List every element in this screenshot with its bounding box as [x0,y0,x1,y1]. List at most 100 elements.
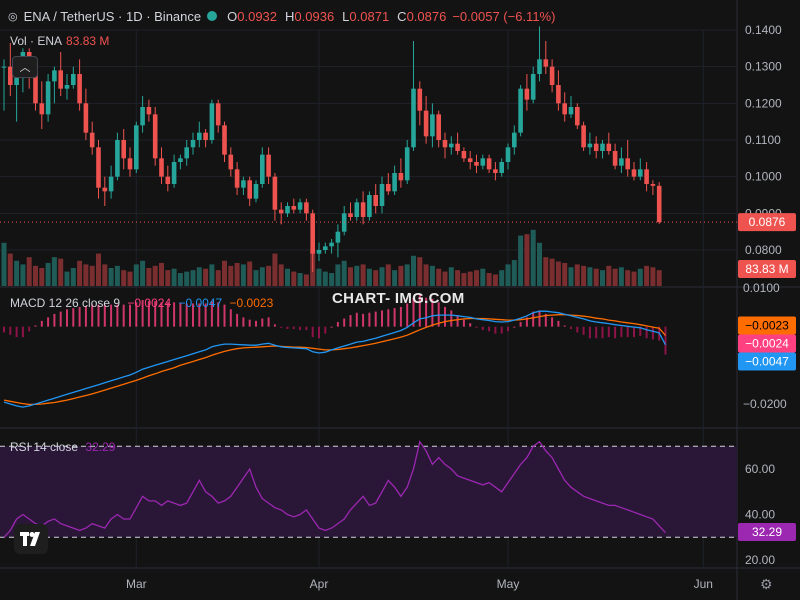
macd-hist-bar [614,326,617,339]
candle-body [367,195,372,217]
macd-hist-bar [318,326,320,339]
volume-bar [581,265,587,286]
macd-hist-bar [21,326,24,338]
candle-body [455,143,460,151]
candle-body [638,169,643,177]
candle-body [379,184,385,206]
macd-hist-bar [3,326,5,333]
rsi-tick-label: 60.00 [745,462,775,476]
candle-body [272,176,278,210]
candle-body [644,169,649,184]
volume-bar [562,262,568,286]
candle-body [562,103,567,115]
macd-hist-bar [595,326,598,339]
macd-signal-value: −0.0023 [229,296,274,310]
macd-hist-bar [576,326,579,333]
volume-bar [436,268,442,286]
macd-hist-bar [292,326,295,329]
candle-body [348,213,353,217]
candle-body [108,176,114,192]
macd-hist-tag-bg [738,334,796,353]
macd-hist-bar [267,317,270,327]
candle-body [39,103,45,115]
volume-bar [429,265,435,286]
volume-bar [70,268,76,286]
candle-body [253,184,259,199]
macd-hist-bar [59,311,62,327]
volume-bar [373,270,379,286]
macd-hist-bar [406,303,409,327]
macd-hist-bar [639,326,642,336]
macd-hist-bar [97,304,100,327]
volume-bar [511,260,517,286]
volume-bar [89,265,95,286]
macd-hist-bar [28,326,31,332]
candle-body [278,209,284,214]
volume-bar [455,270,461,286]
macd-hist-bar [255,320,257,327]
symbol-title[interactable]: ENA / TetherUS · 1D · Binance [23,8,202,24]
volume-bar [404,264,410,286]
candle-body [190,140,196,148]
volume-bar [114,265,120,286]
volume-bar [537,242,542,286]
macd-hist-bar [368,312,371,327]
macd-hist-bar [248,319,251,327]
volume-bar [316,268,322,286]
collapse-button[interactable]: ︿ [12,56,38,78]
tradingview-logo[interactable] [14,524,48,554]
volume-bar [26,257,32,286]
candle-body [354,202,360,217]
volume-bar [266,265,272,286]
candle-body [449,143,454,148]
macd-hist-bar [570,326,572,329]
candle-body [1,66,7,68]
indicator-lines [3,310,667,538]
macd-hist-bar [40,320,43,327]
macd-hist-bar [381,310,383,327]
tradingview-logo-icon [20,532,40,546]
rsi-value: 32.29 [85,440,116,454]
macd-hist-bar [154,301,157,327]
volume-bar [530,229,536,286]
macd-hist-bar [349,315,352,327]
candle-body [291,206,297,210]
macd-line-tag: −0.0047 [745,355,789,369]
volume-bars [1,229,662,286]
high-value: 0.0936 [294,8,335,24]
candle-body [480,158,486,166]
candle-body [556,85,561,104]
candle-body [436,114,441,140]
candle-body [474,162,479,166]
macd-hist-bar [330,326,333,328]
macd-signal-tag-bg [738,316,796,335]
watermark: CHART- IMG.COM [332,290,465,307]
macd-hist-bar [601,326,604,339]
time-tick-label: Mar [126,577,147,591]
macd-hist-bar [135,302,138,327]
candle-body [411,88,416,148]
volume-bar [329,273,335,286]
price-tick-label: 0.1300 [745,60,782,74]
candle-body [404,147,410,181]
volume-bar [127,271,133,286]
macd-hist-bar [551,317,554,327]
candle-body [152,114,158,159]
macd-hist-bar [469,323,472,327]
rsi-label: RSI 14 close [10,440,79,454]
volume-bar [146,268,152,286]
macd-hist-bar [664,326,667,355]
volume-bar [272,253,278,286]
candle-body [178,158,183,162]
volume-bar [442,271,448,286]
price-tick-label: 0.1000 [745,170,782,184]
gear-icon[interactable]: ⚙ [760,576,773,592]
volume-bar [177,273,183,286]
macd-hist-bar [462,319,465,327]
candle-body [587,143,593,148]
macd-hist-bar [393,308,396,327]
symbol-menu-icon[interactable]: ◎ [8,10,18,23]
volume-bar [618,267,624,286]
macd-hist-bar [78,306,81,327]
